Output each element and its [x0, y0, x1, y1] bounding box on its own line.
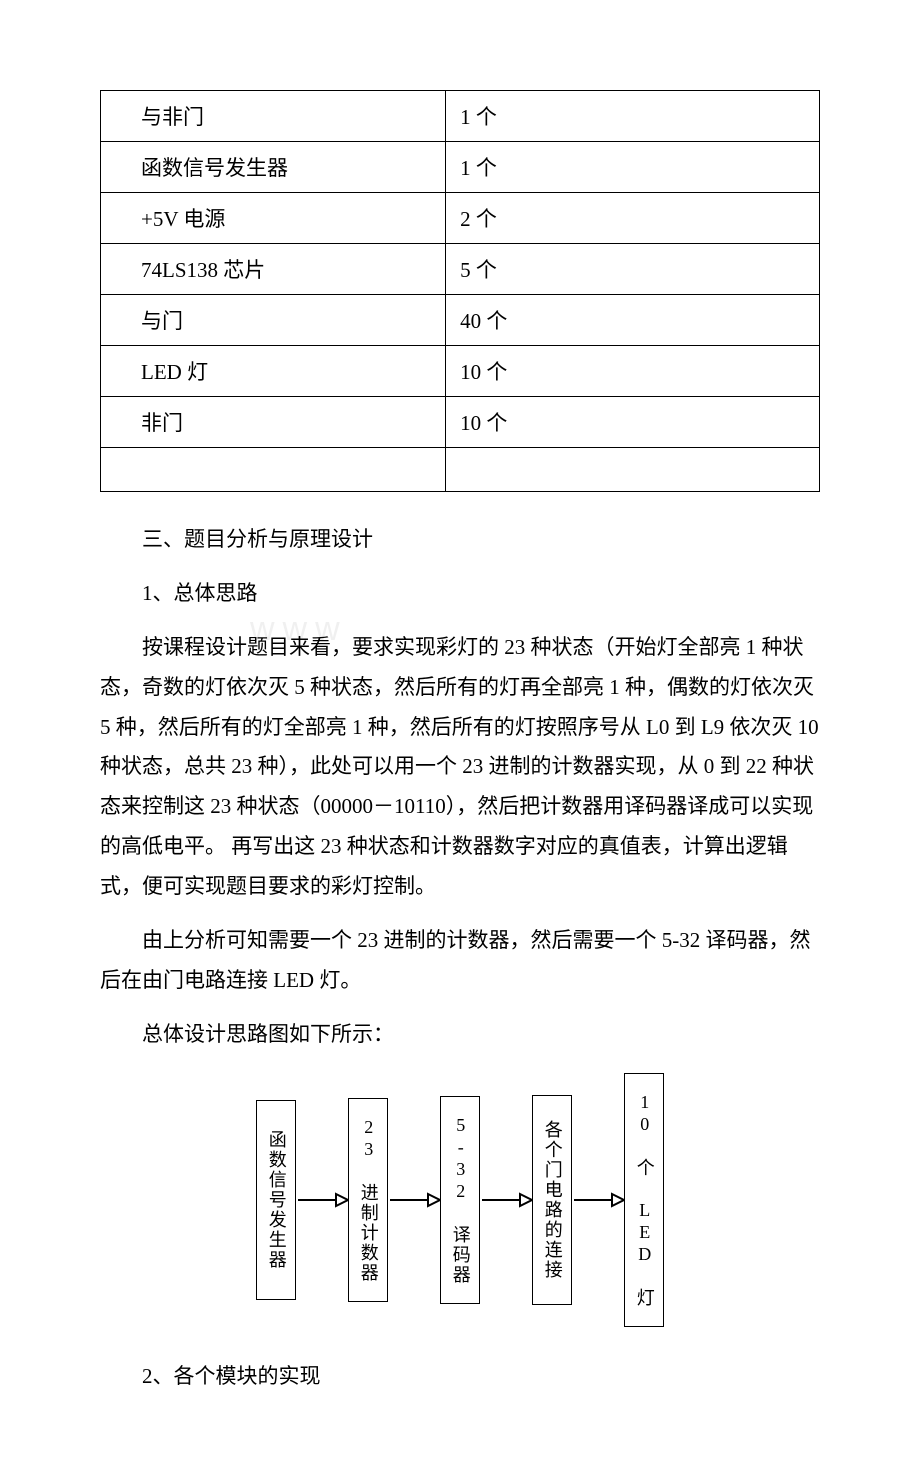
paragraph-body: 总体设计思路图如下所示：	[100, 1015, 820, 1055]
table-row: 函数信号发生器 1 个	[101, 142, 820, 193]
flow-arrow-icon	[572, 1190, 624, 1210]
paragraph-body: 由上分析可知需要一个 23 进制的计数器，然后需要一个 5-32 译码器，然后在…	[100, 921, 820, 1001]
table-row: 非门 10 个	[101, 397, 820, 448]
flow-arrow-icon	[480, 1190, 532, 1210]
page: www 与非门 1 个 函数信号发生器 1 个 +5V 电源 2 个 74LS1…	[0, 0, 920, 1471]
table-row: LED 灯 10 个	[101, 346, 820, 397]
cell-qty: 40 个	[446, 295, 820, 346]
table-row: 与门 40 个	[101, 295, 820, 346]
table-row: +5V 电源 2 个	[101, 193, 820, 244]
section-heading-3: 三、题目分析与原理设计	[100, 520, 820, 560]
table-row: 74LS138 芯片 5 个	[101, 244, 820, 295]
cell-qty: 1 个	[446, 91, 820, 142]
flow-node-counter: 23 进制计数器	[348, 1098, 388, 1302]
flow-node-leds: 10 个 LED 灯	[624, 1073, 664, 1327]
cell-qty: 2 个	[446, 193, 820, 244]
cell-qty	[446, 448, 820, 492]
cell-name: 74LS138 芯片	[101, 244, 446, 295]
cell-qty: 10 个	[446, 397, 820, 448]
cell-name: 与门	[101, 295, 446, 346]
subheading-2: 2、各个模块的实现	[100, 1357, 820, 1397]
cell-qty: 5 个	[446, 244, 820, 295]
flow-diagram: 函数信号发生器 23 进制计数器 5-32 译码器 各个门电路的连接	[100, 1073, 820, 1327]
cell-name: +5V 电源	[101, 193, 446, 244]
cell-name	[101, 448, 446, 492]
flow-node-signal-generator: 函数信号发生器	[256, 1100, 296, 1300]
cell-qty: 1 个	[446, 142, 820, 193]
subheading-1: 1、总体思路	[100, 574, 820, 614]
flow-node-decoder: 5-32 译码器	[440, 1096, 480, 1304]
flow-arrow-icon	[296, 1190, 348, 1210]
components-table: 与非门 1 个 函数信号发生器 1 个 +5V 电源 2 个 74LS138 芯…	[100, 90, 820, 492]
cell-qty: 10 个	[446, 346, 820, 397]
paragraph-body: 按课程设计题目来看，要求实现彩灯的 23 种状态（开始灯全部亮 1 种状态，奇数…	[100, 628, 820, 907]
flow-node-gates: 各个门电路的连接	[532, 1095, 572, 1305]
cell-name: 函数信号发生器	[101, 142, 446, 193]
cell-name: 非门	[101, 397, 446, 448]
flow-arrow-icon	[388, 1190, 440, 1210]
cell-name: LED 灯	[101, 346, 446, 397]
table-row: 与非门 1 个	[101, 91, 820, 142]
table-row	[101, 448, 820, 492]
cell-name: 与非门	[101, 91, 446, 142]
